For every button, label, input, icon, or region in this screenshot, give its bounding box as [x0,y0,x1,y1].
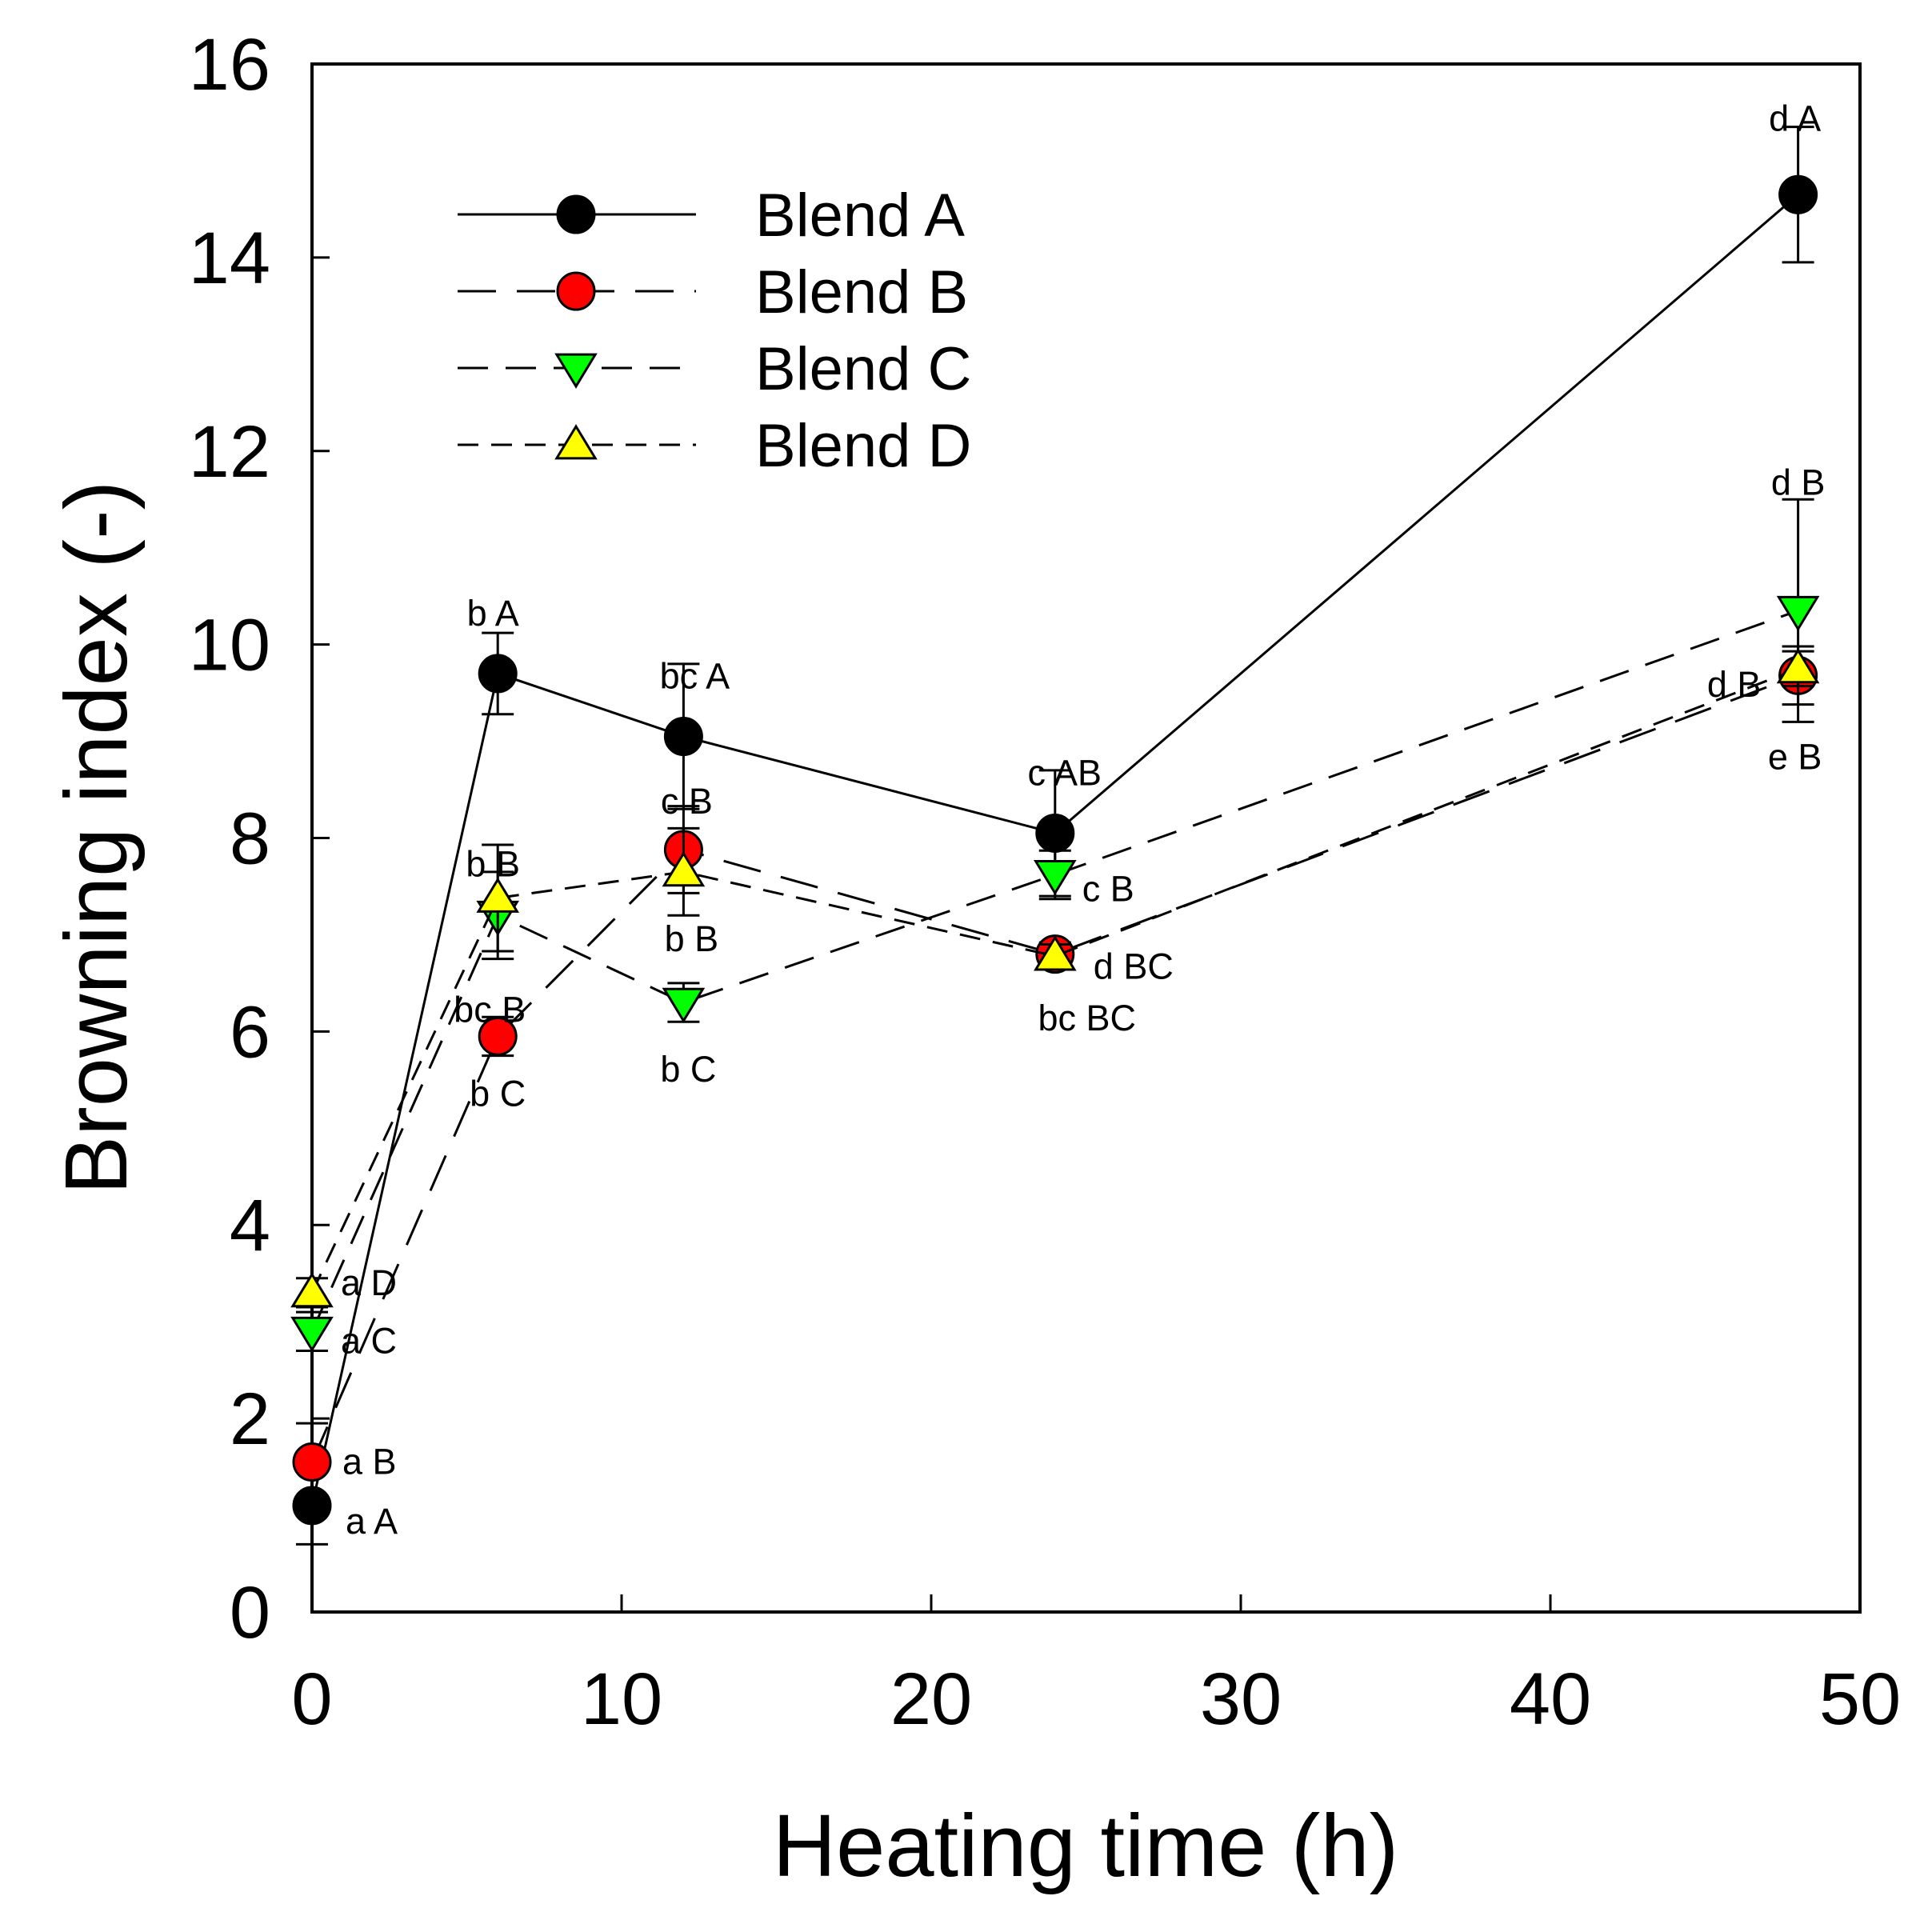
data-label-b: c B [661,781,713,822]
legend-marker-c [554,353,598,389]
data-label-a: d A [1769,98,1821,138]
series-d-point [476,877,520,913]
data-label-d: bc BC [1038,998,1137,1038]
y-tick-label: 2 [230,1378,270,1460]
data-label-a: a A [346,1501,398,1542]
series-d [290,648,1820,1309]
x-tick-label: 20 [890,1658,972,1740]
data-label-b: a B [342,1442,397,1482]
legend-marker-b [556,271,596,311]
data-label-a: b A [467,593,519,634]
y-tick-label: 10 [189,605,270,686]
legend-marker-d [554,424,598,460]
x-axis-title: Heating time (h) [773,1797,1399,1895]
series-c-point [662,987,706,1023]
series-a-point [663,717,703,757]
series-a-point [478,654,518,694]
x-tick-label: 10 [581,1658,662,1740]
series-d-point [1776,648,1820,684]
data-label-a: c AB [1028,752,1102,793]
legend-label-c: Blend C [755,335,971,403]
y-tick-label: 14 [189,218,270,299]
legend-label-d: Blend D [755,412,971,480]
legend-label-b: Blend B [755,258,968,326]
y-axis-title: Browning index (-) [47,481,146,1195]
data-label-c: bc B [454,989,526,1030]
series-c-point [1033,860,1077,896]
series-c [290,498,1820,1353]
series-a-point [1035,813,1075,853]
series-a-point [1778,174,1818,214]
data-label-d: b B [665,918,719,959]
y-tick-label: 6 [230,991,270,1073]
legend-marker-a [556,194,596,234]
x-tick-label: 0 [291,1658,332,1740]
y-tick-label: 16 [189,24,270,106]
y-tick-label: 8 [230,798,270,880]
data-label-b: b C [470,1073,526,1114]
series-c-line [310,609,1799,1332]
y-tick-label: 4 [230,1185,270,1266]
y-tick-label: 12 [189,411,270,493]
data-label-a: bc A [660,656,730,697]
y-tick-label: 0 [230,1572,270,1654]
axis-ticks: 0 10 20 30 40 50 0 2 4 6 8 10 12 14 16 [189,24,1902,1740]
legend-label-a: Blend A [755,182,965,250]
legend: Blend A Blend B Blend C Blend D [458,182,971,480]
x-tick-label: 50 [1819,1658,1901,1740]
data-label-b: e B [1768,736,1822,777]
x-tick-label: 40 [1510,1658,1591,1740]
series-layer [290,126,1820,1546]
series-a [292,126,1818,1546]
data-label-c: b C [660,1049,716,1090]
data-label-b: d BC [1094,946,1174,987]
series-d-point [662,850,706,887]
data-label-d: b B [466,843,520,884]
series-c-point [290,1316,334,1353]
annotation-layer: a A b A bc A c AB d A a B b C c B d BC e B a C bc B… [341,98,1825,1542]
series-b-point [292,1442,332,1482]
plot-frame [310,62,1862,1614]
series-c-point [1776,595,1820,632]
data-label-d: a D [341,1262,397,1303]
data-label-c: c B [1082,868,1134,909]
data-label-c: d B [1771,462,1826,502]
data-label-c: a C [341,1320,397,1361]
series-b-point [478,1016,518,1056]
series-d-point [290,1272,334,1308]
series-d-point [1033,935,1077,971]
x-tick-label: 30 [1200,1658,1282,1740]
data-label-d: d B [1707,664,1762,705]
